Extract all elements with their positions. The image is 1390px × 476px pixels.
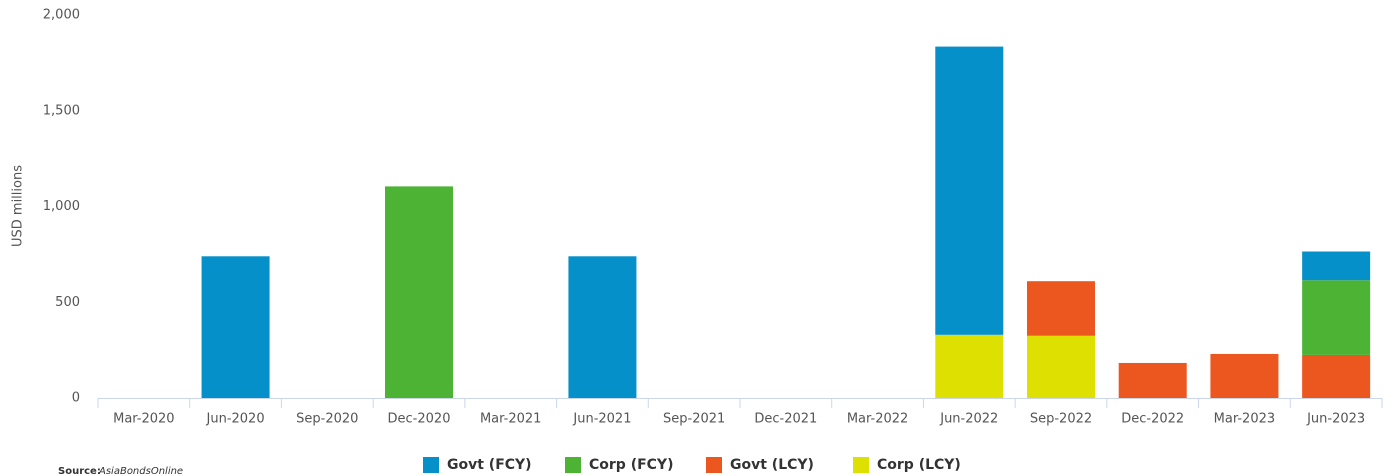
- y-tick-label: 1,000: [43, 199, 80, 214]
- legend-label: Govt (FCY): [447, 457, 532, 473]
- x-tick-label: Mar-2022: [847, 412, 908, 427]
- bar-segment: [1027, 335, 1095, 398]
- y-tick-label: 1,500: [43, 103, 80, 118]
- x-tick-label: Dec-2022: [1121, 412, 1184, 427]
- y-axis-label: USD millions: [11, 165, 26, 247]
- y-tick-label: 0: [72, 391, 80, 406]
- bar-segment: [1027, 281, 1095, 336]
- legend-label: Corp (FCY): [589, 457, 673, 473]
- legend-label: Govt (LCY): [730, 457, 814, 473]
- legend-swatch: [565, 457, 581, 473]
- x-tick-label: Dec-2021: [754, 412, 817, 427]
- legend-swatch: [706, 457, 722, 473]
- source: AsiaBondsOnline: [98, 466, 183, 476]
- bar-segment: [935, 334, 1004, 398]
- bar-segment: [385, 186, 453, 398]
- x-tick-label: Dec-2020: [388, 412, 451, 427]
- bar-segment: [1118, 362, 1187, 398]
- bar-segment: [201, 256, 270, 398]
- bar-segment: [568, 256, 637, 398]
- bar-segment: [1210, 353, 1279, 398]
- x-tick-label: Jun-2022: [939, 412, 998, 427]
- bar-segment: [935, 46, 1004, 335]
- x-tick-label: Sep-2022: [1030, 412, 1092, 427]
- x-tick-label: Mar-2023: [1214, 412, 1275, 427]
- x-tick-label: Jun-2023: [1306, 412, 1365, 427]
- x-tick-label: Mar-2021: [480, 412, 541, 427]
- legend-label: Corp (LCY): [877, 457, 961, 473]
- bar-segment: [1302, 251, 1371, 281]
- x-tick-label: Sep-2021: [663, 412, 725, 427]
- legend-swatch: [423, 457, 439, 473]
- legend-swatch: [853, 457, 869, 473]
- x-tick-label: Sep-2020: [296, 412, 358, 427]
- y-tick-label: 500: [55, 295, 80, 310]
- y-tick-label: 2,000: [43, 8, 80, 23]
- x-tick-label: Mar-2020: [113, 412, 174, 427]
- x-tick-label: Jun-2021: [572, 412, 631, 427]
- bar-segment: [1302, 354, 1371, 398]
- source-label: Source:: [58, 466, 101, 476]
- bar-segment: [1302, 280, 1371, 355]
- x-tick-label: Jun-2020: [206, 412, 265, 427]
